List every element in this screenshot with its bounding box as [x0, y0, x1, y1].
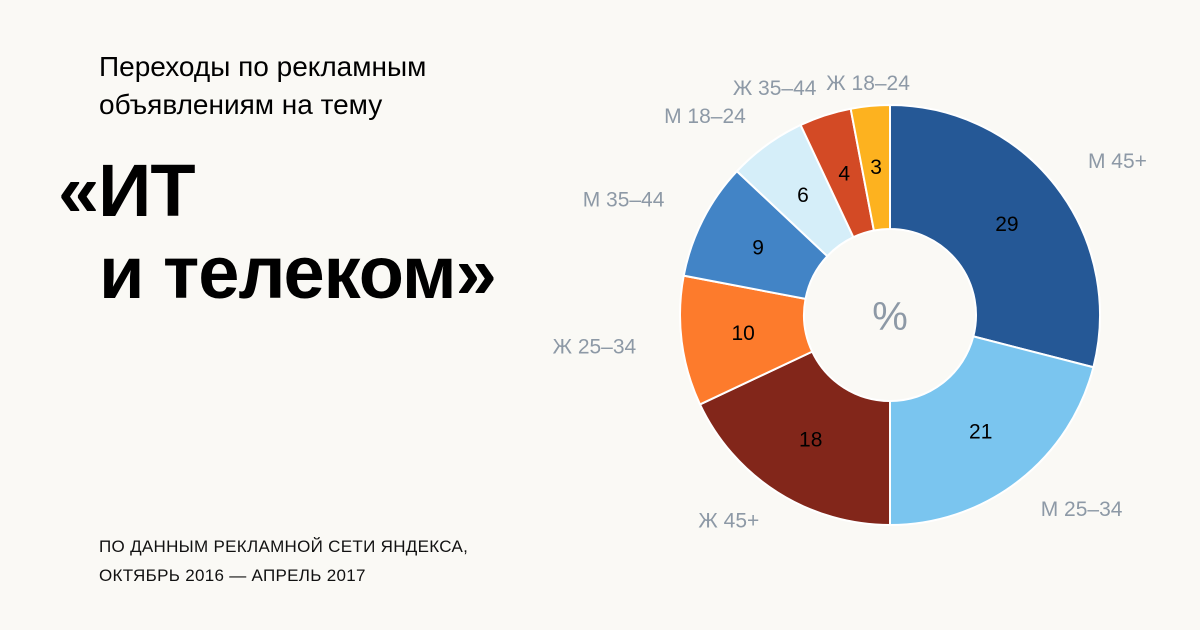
donut-slice: [889, 103, 1101, 369]
slice-category-label: Ж 18–24: [826, 72, 910, 95]
slice-category-label: М 45+: [1088, 150, 1147, 173]
slice-value-label: 21: [969, 420, 992, 443]
slice-value-label: 9: [752, 236, 764, 259]
slice-category-label: М 35–44: [583, 189, 665, 212]
slice-values: 29 21 18 10 9 6 4 3: [731, 156, 1018, 451]
source-line-2: ОКТЯБРЬ 2016 — АПРЕЛЬ 2017: [99, 566, 366, 585]
donut-slice: [698, 350, 891, 527]
slice-value-label: 18: [799, 428, 822, 451]
source-line-1: ПО ДАННЫМ РЕКЛАМНОЙ СЕТИ ЯНДЕКСА,: [99, 537, 469, 556]
chart-title: «ИТ и телеком»: [58, 149, 497, 314]
donut-slice: [849, 103, 891, 232]
slice-category-label: Ж 45+: [698, 509, 759, 532]
title-line-2: и телеком»: [99, 231, 497, 314]
slice-category-label: М 18–24: [664, 105, 746, 128]
slice-category-label: М 25–34: [1041, 498, 1123, 521]
slice-value-label: 4: [838, 163, 850, 186]
subtitle-line-1: Переходы по рекламным: [99, 51, 427, 82]
subtitle-line-2: объявлениям на тему: [99, 89, 383, 120]
chart-subtitle: Переходы по рекламным объявлениям на тем…: [99, 48, 519, 124]
slice-labels: М 45+ М 25–34 Ж 45+ Ж 25–34 М 35–44 М 18–24 Ж …: [553, 72, 1147, 532]
donut-slices: [679, 103, 1101, 527]
donut-slice: [889, 335, 1095, 527]
slice-value-label: 10: [731, 322, 754, 345]
source-note: ПО ДАННЫМ РЕКЛАМНОЙ СЕТИ ЯНДЕКСА, ОКТЯБР…: [99, 532, 468, 590]
slice-category-label: Ж 35–44: [733, 77, 817, 100]
slice-value-label: 29: [995, 213, 1018, 236]
slice-value-label: 3: [870, 156, 882, 179]
slice-value-label: 6: [797, 184, 809, 207]
center-percent-label: %: [872, 295, 908, 339]
title-line-1: «ИТ: [58, 149, 196, 232]
slice-category-label: Ж 25–34: [553, 336, 637, 359]
